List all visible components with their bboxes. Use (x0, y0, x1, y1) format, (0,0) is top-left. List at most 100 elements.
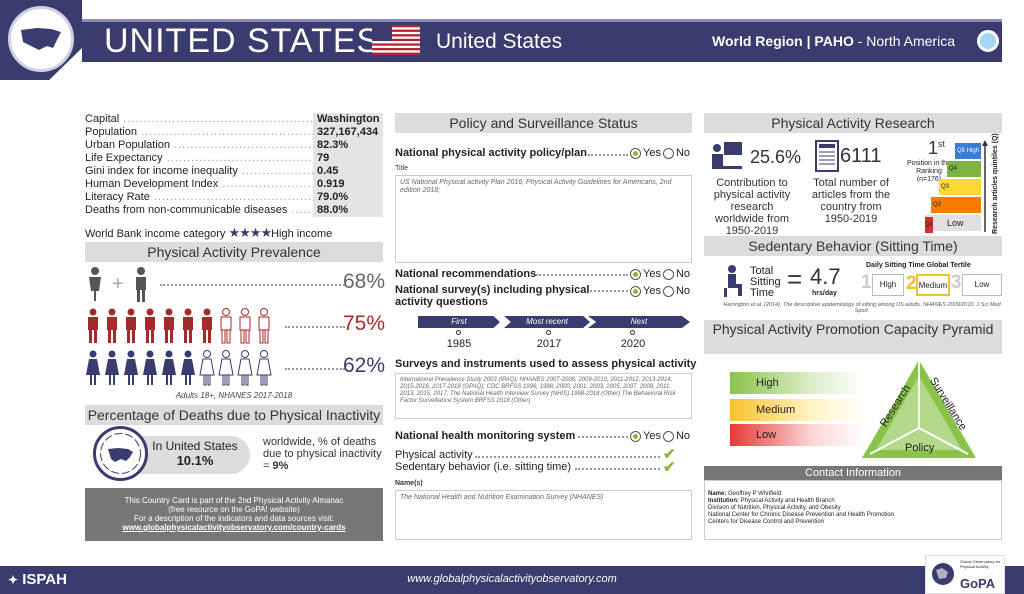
globe-icon (932, 563, 954, 585)
names-box: The National Health and Nutrition Examin… (395, 490, 692, 540)
recommendations-yes-no: Yes No (630, 268, 690, 280)
sitting-value: 4.7 (810, 264, 841, 289)
plan-label: National physical activity policy/plan (395, 147, 587, 159)
pa-monitor-item: Physical activity (395, 449, 473, 461)
deaths-pill: In United States 10.1% (140, 436, 250, 474)
us-flag-icon (372, 25, 420, 55)
quintile-axis-label: Research articles quintiles (Q) (992, 133, 999, 234)
sitting-label: Total Sitting Time (750, 265, 781, 299)
equals-sign: = (787, 264, 803, 294)
tertile-medium: 2 Medium (906, 274, 950, 296)
country-facts: CapitalWashington Population327,167,434 … (85, 113, 383, 217)
deaths-title: Percentage of Deaths due to Physical Ina… (85, 405, 383, 425)
info-box: This Country Card is part of the 2nd Phy… (85, 488, 383, 541)
fact-row: Urban Population82.3% (85, 139, 383, 152)
fact-row: CapitalWashington (85, 113, 383, 126)
contact-box: Name: Geoffrey P Whitfield Institution: … (704, 480, 1002, 540)
quintile-q5: Q5 High (955, 143, 981, 159)
pyramid-policy: Policy (905, 442, 935, 454)
star-rating-icon: ★★★★ (228, 225, 272, 240)
surveys-yes-no: Yes No (630, 285, 690, 297)
country-subtitle: United States (436, 30, 563, 53)
country-map-icon (8, 6, 74, 72)
tertile-low: 3 Low (951, 273, 1002, 296)
figure-row-red-icon (88, 308, 270, 344)
journal-document-icon (815, 140, 839, 172)
pa-note: Adults 18+, NHANES 2017-2018 (175, 391, 293, 400)
quintile-q3: Q3 (939, 179, 981, 195)
svg-text:+: + (112, 273, 124, 295)
researcher-computer-icon (712, 142, 742, 169)
policy-title: Policy and Surveillance Status (395, 113, 692, 133)
footer-url[interactable]: www.globalphysicalactivityobservatory.co… (407, 573, 617, 585)
sedentary-source: Harrington et al. (2014). The descriptiv… (723, 302, 1001, 314)
region-indicator (977, 30, 999, 52)
no-radio[interactable] (662, 430, 674, 442)
pyramid-title: Physical Activity Promotion Capacity Pyr… (704, 320, 1002, 354)
header: UNITED STATES United States World Region… (0, 0, 1024, 80)
yes-radio[interactable] (630, 285, 641, 297)
fact-row: Literacy Rate79.0% (85, 191, 383, 204)
pa-women-pct: 62% (342, 354, 385, 377)
research-articles-text: Total number of articles from the countr… (811, 177, 891, 225)
no-radio[interactable] (662, 285, 674, 297)
figure-row-navy-icon (86, 350, 272, 386)
no-radio[interactable] (662, 268, 674, 280)
fact-row: Population327,167,434 (85, 126, 383, 139)
income-category: World Bank income category ★★★★High inco… (85, 225, 333, 240)
header-bar (82, 19, 1002, 62)
fact-row: Life Expectancy79 (85, 152, 383, 165)
research-contribution: 25.6% (750, 147, 802, 167)
quintile-q2: Q2 (931, 197, 981, 213)
pa-prevalence-title: Physical Activity Prevalence (85, 242, 383, 262)
instruments-box: International Prevalence Study 2003 (IPA… (395, 373, 692, 419)
pyramid-medium: Medium (730, 399, 865, 421)
quintile-q1: Q1 Low (925, 215, 981, 233)
timeline-next: Next (588, 316, 690, 328)
two-adults-icon: + (89, 267, 146, 302)
capacity-pyramid (862, 360, 976, 458)
yes-radio[interactable] (630, 430, 641, 442)
timeline-recent: Most recent (504, 316, 590, 328)
monitoring-label: National health monitoring system (395, 430, 576, 442)
ispah-logo: ✦ ISPAH (8, 571, 67, 588)
timeline-year-recent: 2017 (536, 338, 562, 350)
fact-row: Gini index for income inequality0.45 (85, 165, 383, 178)
research-contribution-text: Contribution to physical activity resear… (713, 177, 791, 237)
tertile-high: 1 High (861, 273, 904, 296)
deaths-world-text: worldwide, % of deaths due to physical i… (263, 436, 382, 472)
pa-row-1: + 68% (85, 266, 385, 302)
pa-row-2: 75% (85, 308, 385, 344)
surveys-label: National survey(s) including physical ac… (395, 284, 590, 308)
deaths-box: In United States 10.1% worldwide, % of d… (85, 426, 383, 483)
timeline-year-next: 2020 (620, 338, 646, 350)
title-label: Title (395, 165, 408, 172)
pyramid-high: High (730, 372, 865, 394)
pa-adults-pct: 68% (342, 270, 385, 293)
world-region: World Region | PAHO - North America (712, 33, 955, 49)
yes-radio[interactable] (630, 268, 641, 280)
pa-men-pct: 75% (342, 312, 385, 335)
no-radio[interactable] (662, 147, 674, 159)
quintile-q4: Q4 (947, 161, 981, 177)
recommendations-label: National recommendations (395, 268, 537, 280)
quintile-stairs: Q5 High Q4 Q3 Q2 Q1 Low (925, 143, 981, 233)
research-rank-text: Position in the Ranking (n=176) (907, 160, 951, 183)
timeline-year-first: 1985 (446, 338, 472, 350)
sitting-unit: hrs/day (812, 290, 837, 297)
fact-row: Deaths from non-communicable diseases88.… (85, 204, 383, 217)
survey-timeline: First Most recent Next 1985 2017 2020 (418, 316, 690, 356)
research-articles: 6111 (840, 145, 882, 167)
country-cards-link[interactable]: www.globalphysicalactivityobservatory.co… (122, 523, 346, 532)
pyramid-low: Low (730, 424, 865, 446)
sitting-person-icon (724, 265, 742, 297)
check-icon: ✔ (663, 446, 676, 463)
timeline-first: First (418, 316, 500, 328)
monitoring-yes-no: Yes No (630, 430, 690, 442)
instruments-label: Surveys and instruments used to assess p… (395, 358, 697, 370)
us-map-circle-icon (93, 426, 148, 481)
gopa-logo: Global Observatory for Physical Activity… (925, 555, 1005, 594)
yes-radio[interactable] (630, 147, 641, 159)
arrow-up-icon (982, 140, 988, 232)
sedentary-title: Sedentary Behavior (Sitting Time) (704, 236, 1002, 256)
